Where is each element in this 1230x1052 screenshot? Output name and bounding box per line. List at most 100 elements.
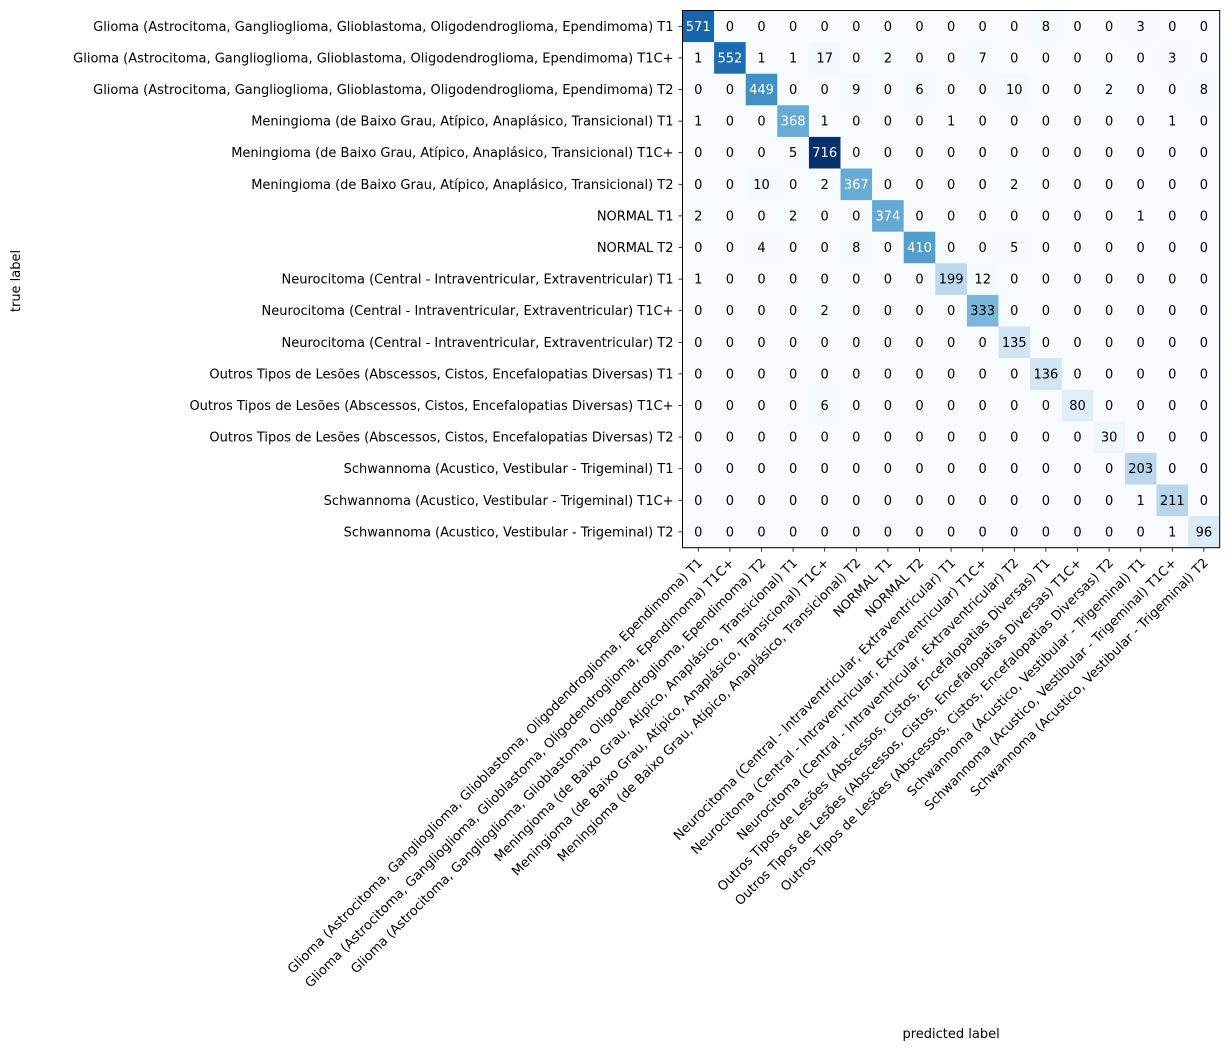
cell-value-label: 2 — [821, 304, 829, 319]
heatmap-cell — [1124, 73, 1157, 106]
heatmap-cell — [998, 421, 1031, 454]
cell-value-label: 0 — [726, 336, 734, 351]
heatmap-cell — [1124, 421, 1157, 454]
cell-value-label: 0 — [884, 304, 892, 319]
heatmap-cell — [1124, 105, 1157, 138]
cell-value-label: 0 — [1010, 51, 1018, 66]
cell-value-label: 0 — [915, 304, 923, 319]
heatmap-cell — [935, 168, 968, 201]
cell-value-label: 0 — [1105, 209, 1113, 224]
cell-value-label: 0 — [1042, 525, 1050, 540]
heatmap-cell — [1093, 42, 1126, 75]
cell-value-label: 0 — [947, 83, 955, 98]
cell-value-label: 0 — [1073, 178, 1081, 193]
cell-value-label: 0 — [1168, 367, 1176, 382]
heatmap-cell — [966, 294, 999, 327]
heatmap-cell — [745, 231, 778, 264]
heatmap-cell — [872, 105, 905, 138]
heatmap-cell — [745, 263, 778, 296]
heatmap-cell — [682, 484, 715, 517]
cell-value-label: 0 — [1137, 115, 1145, 130]
cell-value-label: 0 — [947, 399, 955, 414]
heatmap-cell — [966, 231, 999, 264]
cell-value-label: 0 — [726, 146, 734, 161]
heatmap-cell — [777, 484, 810, 517]
cell-value-label: 80 — [1069, 399, 1086, 414]
cell-value-label: 1 — [1137, 209, 1145, 224]
cell-value-label: 1 — [821, 115, 829, 130]
cell-value-label: 0 — [1168, 304, 1176, 319]
cell-value-label: 9 — [852, 83, 860, 98]
heatmap-cell — [966, 484, 999, 517]
heatmap-cell — [903, 168, 936, 201]
heatmap-cell — [840, 516, 873, 549]
cell-value-label: 0 — [821, 431, 829, 446]
heatmap-cell — [872, 452, 905, 485]
heatmap-cell — [998, 516, 1031, 549]
cell-value-label: 0 — [947, 494, 955, 509]
heatmap-cell — [1030, 452, 1063, 485]
cell-value-label: 0 — [757, 431, 765, 446]
cell-value-label: 7 — [979, 51, 987, 66]
cell-value-label: 8 — [852, 241, 860, 256]
cell-value-label: 0 — [979, 431, 987, 446]
cell-value-label: 0 — [915, 273, 923, 288]
heatmap-cell — [903, 73, 936, 106]
cell-value-label: 0 — [884, 115, 892, 130]
heatmap-cell — [1093, 484, 1126, 517]
heatmap-cell — [808, 231, 841, 264]
heatmap-cell — [1030, 73, 1063, 106]
cell-value-label: 0 — [884, 178, 892, 193]
cell-value-label: 0 — [1200, 241, 1208, 256]
heatmap-cell — [1156, 452, 1189, 485]
heatmap-cell — [714, 421, 747, 454]
cell-value-label: 0 — [726, 367, 734, 382]
heatmap-cell — [1093, 326, 1126, 359]
cell-value-label: 0 — [1073, 51, 1081, 66]
cell-value-label: 0 — [852, 20, 860, 35]
heatmap-cell — [903, 200, 936, 233]
heatmap-cell — [872, 389, 905, 422]
cell-value-label: 368 — [781, 115, 806, 130]
cell-value-label: 96 — [1196, 525, 1213, 540]
cell-value-label: 0 — [1073, 209, 1081, 224]
heatmap-cell — [1188, 263, 1221, 296]
cell-value-label: 0 — [1042, 273, 1050, 288]
heatmap-cell — [1188, 200, 1221, 233]
heatmap-cell — [966, 421, 999, 454]
heatmap-cell — [872, 263, 905, 296]
cell-value-label: 10 — [1006, 83, 1023, 98]
cell-value-label: 3 — [1137, 20, 1145, 35]
cell-value-label: 0 — [1042, 51, 1050, 66]
cell-value-label: 0 — [1105, 20, 1113, 35]
cell-value-label: 0 — [915, 431, 923, 446]
cell-value-label: 0 — [979, 83, 987, 98]
heatmap-cell — [998, 231, 1031, 264]
cell-value-label: 6 — [915, 83, 923, 98]
heatmap-cell — [1093, 452, 1126, 485]
cell-value-label: 0 — [852, 51, 860, 66]
heatmap-cell — [1093, 358, 1126, 391]
cell-value-label: 0 — [789, 367, 797, 382]
cell-value-label: 333 — [970, 304, 995, 319]
cell-value-label: 0 — [1042, 241, 1050, 256]
cell-value-label: 0 — [694, 304, 702, 319]
heatmap-cell — [903, 326, 936, 359]
cell-value-label: 0 — [1200, 336, 1208, 351]
x-axis-ticks: Glioma (Astrocitoma, Ganglioglioma, Glio… — [285, 547, 1212, 991]
cell-value-label: 0 — [1073, 241, 1081, 256]
heatmap-cell — [966, 452, 999, 485]
cell-value-label: 0 — [1010, 20, 1018, 35]
cell-value-label: 0 — [852, 431, 860, 446]
cell-value-label: 0 — [1042, 115, 1050, 130]
cell-value-label: 0 — [726, 494, 734, 509]
heatmap-cell — [1188, 294, 1221, 327]
heatmap-cell — [682, 42, 715, 75]
heatmap-cell — [1156, 484, 1189, 517]
y-tick-label: Meningioma (de Baixo Grau, Atípico, Anap… — [231, 146, 673, 161]
cell-value-label: 1 — [789, 51, 797, 66]
heatmap-cell — [903, 294, 936, 327]
cell-value-label: 0 — [789, 273, 797, 288]
cell-value-label: 0 — [1042, 146, 1050, 161]
cell-value-label: 367 — [844, 178, 869, 193]
